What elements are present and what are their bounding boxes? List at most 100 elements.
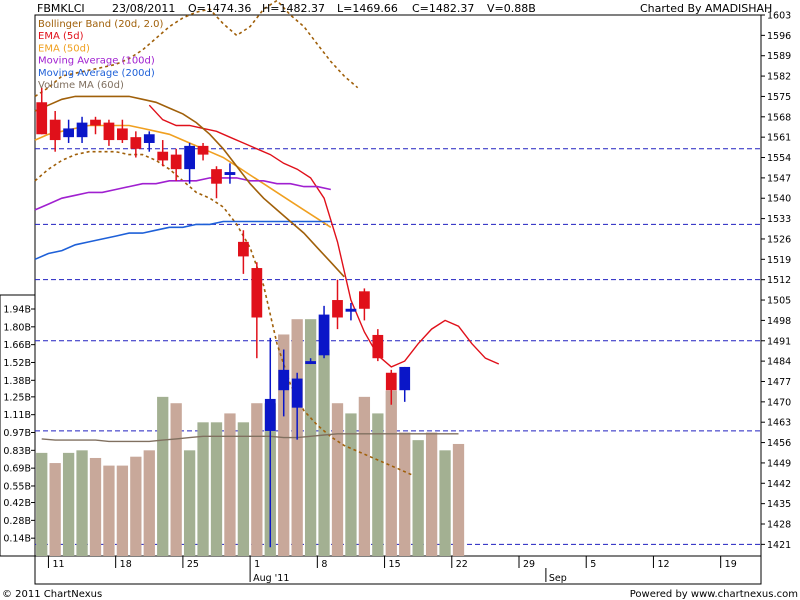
volume-bar <box>62 452 75 556</box>
volume-tick-label: 1.38B <box>3 376 31 387</box>
volume-tick-label: 1.25B <box>3 392 31 403</box>
price-tick-label: 1449 <box>767 458 791 469</box>
candle-body <box>385 372 397 391</box>
price-tick-label: 1498 <box>767 316 791 327</box>
volume-bar <box>170 403 182 556</box>
candle-body <box>76 122 88 138</box>
price-tick-label: 1421 <box>767 540 791 551</box>
volume-bar <box>89 457 102 556</box>
price-tick-label: 1582 <box>767 72 791 83</box>
date-tick-label: 1 <box>254 559 260 570</box>
price-tick-label: 1512 <box>767 275 791 286</box>
price-candles <box>36 87 411 548</box>
candle-body <box>90 119 101 126</box>
ma100-line <box>34 177 331 211</box>
legend-entry: Bollinger Band (20d, 2.0) <box>38 19 164 30</box>
candle-body <box>157 151 169 161</box>
candle-body <box>238 241 249 257</box>
price-tick-label: 1442 <box>767 479 791 490</box>
volume-bar <box>49 463 61 556</box>
date-tick-label: 22 <box>456 559 468 570</box>
date-tick-label: 12 <box>657 559 669 570</box>
date-tick-label: 29 <box>523 559 535 570</box>
candle-body <box>197 145 209 155</box>
time-axis-frame <box>34 555 762 585</box>
candle-body <box>184 145 195 170</box>
volume-bar <box>116 465 129 556</box>
legend-entry: EMA (5d) <box>38 31 84 42</box>
price-tick-label: 1540 <box>767 194 791 205</box>
volume-bar <box>399 432 411 556</box>
candle-body <box>399 366 411 391</box>
price-tick-label: 1589 <box>767 51 791 62</box>
header-volume: V=0.88B <box>487 2 536 15</box>
month-label: Sep <box>549 573 567 584</box>
ema5-line <box>148 104 500 368</box>
volume-bar <box>210 422 223 556</box>
candle-body <box>318 314 330 356</box>
candle-body <box>372 334 384 359</box>
date-tick-label: 18 <box>120 559 132 570</box>
price-tick-label: 1603 <box>767 11 791 22</box>
header-credit: Charted By AMADISHAH <box>640 2 772 15</box>
volume-tick-label: 1.52B <box>3 358 31 369</box>
volume-tick-label: 1.11B <box>3 410 31 421</box>
candle-body <box>170 154 182 170</box>
candle-body <box>63 128 74 138</box>
date-tick-label: 8 <box>321 559 327 570</box>
date-tick-label: 25 <box>187 559 199 570</box>
volume-axis: 0.14B 0.28B 0.42B 0.55B 0.69B 0.83B 0.97B 1.11B… <box>3 305 35 545</box>
volume-bar <box>358 396 371 556</box>
date-tick-label: 5 <box>590 559 596 570</box>
volume-bar <box>304 319 317 556</box>
volume-bar <box>103 465 115 556</box>
volume-tick-label: 0.42B <box>3 498 31 509</box>
price-tick-label: 1568 <box>767 112 791 123</box>
volume-bar <box>36 452 48 556</box>
price-tick-label: 1533 <box>767 214 791 225</box>
volume-bar <box>237 422 250 556</box>
volume-tick-label: 0.55B <box>3 481 31 492</box>
price-tick-label: 1428 <box>767 520 791 531</box>
volume-bar <box>372 413 384 556</box>
volume-bar <box>385 390 397 556</box>
volume-bar <box>183 450 196 556</box>
volume-bar <box>143 450 155 556</box>
bb_lower-line <box>34 150 412 476</box>
candle-body <box>36 102 48 135</box>
volume-tick-label: 0.97B <box>3 428 31 439</box>
price-tick-label: 1463 <box>767 418 791 429</box>
header-date: 23/08/2011 <box>112 2 175 15</box>
volume-bar <box>345 413 357 556</box>
volume-bar <box>76 450 88 556</box>
legend: Bollinger Band (20d, 2.0)EMA (5d)EMA (50… <box>38 19 164 91</box>
price-tick-label: 1519 <box>767 255 791 266</box>
price-tick-label: 1561 <box>767 133 791 144</box>
volume-bar <box>251 403 263 556</box>
indicator-lines <box>34 0 500 476</box>
candle-body <box>143 134 155 143</box>
volume-tick-label: 1.80B <box>3 322 31 333</box>
volume-bar <box>318 349 330 556</box>
price-tick-label: 1477 <box>767 377 791 388</box>
candle-body <box>211 169 222 184</box>
volume-bar <box>331 403 344 556</box>
candle-body <box>305 361 316 365</box>
legend-entry: Moving Average (200d) <box>38 68 155 79</box>
header-high: H=1482.37 <box>262 2 325 15</box>
volume-bar <box>452 443 465 556</box>
volume-tick-label: 0.83B <box>3 446 31 457</box>
bb_mid-line <box>34 95 345 278</box>
ma200-line <box>34 220 331 261</box>
price-axis: 1421 1428 1435 1442 1449 1456 1463 1470 1477 1484… <box>761 11 791 551</box>
candle-body <box>130 137 142 149</box>
legend-entry: Volume MA (60d) <box>38 80 124 91</box>
month-label: Aug '11 <box>253 573 289 584</box>
volume-tick-label: 1.66B <box>3 340 31 351</box>
volume-tick-label: 0.28B <box>3 516 31 527</box>
legend-entry: Moving Average (100d) <box>38 56 155 67</box>
candle-body <box>359 291 370 309</box>
volume-bar <box>425 432 438 556</box>
